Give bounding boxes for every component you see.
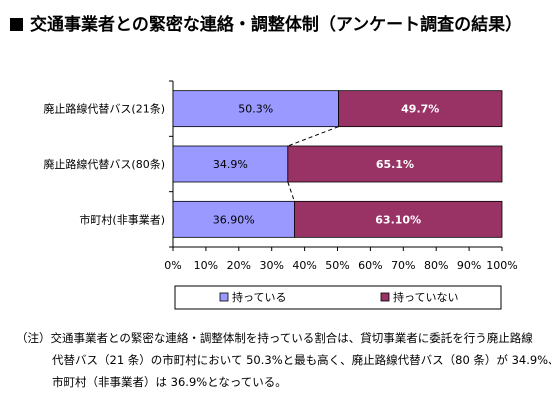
x-tick-label: 0%: [164, 259, 181, 272]
legend-label: 持っている: [232, 290, 286, 304]
chart-title: 交通事業者との緊密な連絡・調整体制（アンケート調査の結果）: [10, 10, 522, 35]
footnote: （注）交通事業者との緊密な連絡・調整体制を持っている割合は、貸切事業者に委託を行…: [16, 327, 551, 393]
legend-swatch-not-having: [380, 292, 390, 302]
axis-layer: 0% 10% 20% 30% 40% 50% 60% 70% 80% 90% 100% 廃止路線代替バ…: [43, 80, 518, 272]
x-tick-label: 40%: [292, 259, 316, 272]
x-tick-label: 90%: [457, 259, 481, 272]
black-square-icon: [10, 18, 23, 31]
series-connector-line: [287, 126, 339, 147]
bar-having: [172, 200, 295, 238]
data-label: 50.3%: [238, 103, 273, 116]
legend-box: [174, 285, 502, 310]
x-tick-label: 30%: [259, 259, 283, 272]
labels-layer: 50.3% 49.7% 34.9% 65.1% 36.90% 63.10%: [213, 103, 440, 227]
x-tick-label: 100%: [486, 259, 517, 272]
x-tick-label: 70%: [391, 259, 415, 272]
chart-title-text: 交通事業者との緊密な連絡・調整体制（アンケート調査の結果）: [30, 15, 523, 35]
x-tick-label: 10%: [194, 259, 218, 272]
category-label: 廃止路線代替バス(21条): [43, 102, 165, 116]
data-label: 49.7%: [401, 103, 439, 116]
x-tick-label: 60%: [358, 259, 382, 272]
footnote-line-2: 代替バス（21 条）の市町村において 50.3%と最も高く、廃止路線代替バス（8…: [52, 353, 551, 367]
legend-swatch-having: [219, 292, 229, 302]
x-tick-label: 20%: [227, 259, 251, 272]
legend-label: 持っていない: [393, 290, 458, 304]
data-label: 36.90%: [213, 213, 255, 226]
series-connector-line: [287, 181, 295, 202]
category-label: 市町村(非事業者): [79, 212, 165, 226]
footnote-line-3: 市町村（非事業者）は 36.9%となっている。: [52, 375, 287, 389]
footnote-prefix: （注）: [16, 331, 51, 345]
bar-not-having: [294, 200, 503, 238]
bar-having: [172, 145, 289, 183]
footnote-line-1: 交通事業者との緊密な連絡・調整体制を持っている割合は、貸切事業者に委託を行う廃止…: [50, 331, 533, 345]
category-label: 廃止路線代替バス(80条): [43, 157, 165, 171]
bar-having: [172, 90, 339, 128]
data-label: 63.10%: [375, 213, 421, 226]
x-tick-label: 50%: [325, 259, 349, 272]
bar-not-having: [338, 90, 503, 128]
legend: 持っている 持っていない: [174, 285, 502, 310]
x-tick-label: 80%: [424, 259, 448, 272]
bars-layer: [172, 90, 503, 238]
bar-not-having: [287, 145, 503, 183]
data-label: 65.1%: [376, 158, 414, 171]
data-label: 34.9%: [213, 158, 248, 171]
